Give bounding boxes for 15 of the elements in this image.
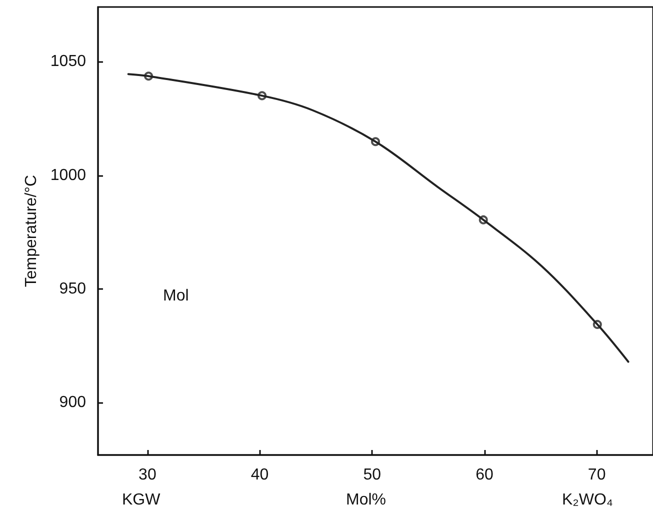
y-tick-label: 1000 (50, 166, 86, 184)
y-tick-label: 1050 (50, 53, 86, 70)
x-tick-label: 30 (138, 466, 156, 484)
x-tick-label: 60 (476, 466, 494, 484)
text: KGW (122, 492, 162, 508)
y-axis-title: Temperature/°C (23, 174, 40, 288)
x-axis-title: Mol% (346, 492, 386, 508)
x-tick-label: 70 (588, 466, 606, 484)
y-tick-label: 900 (59, 394, 86, 412)
y-tick-label: 950 (59, 280, 86, 298)
annotation: Mol (163, 288, 189, 304)
line-series (127, 73, 630, 363)
x-tick-label: 40 (250, 466, 269, 484)
text: K₂WO₄ (562, 492, 613, 508)
x-tick-label: 50 (363, 466, 382, 484)
